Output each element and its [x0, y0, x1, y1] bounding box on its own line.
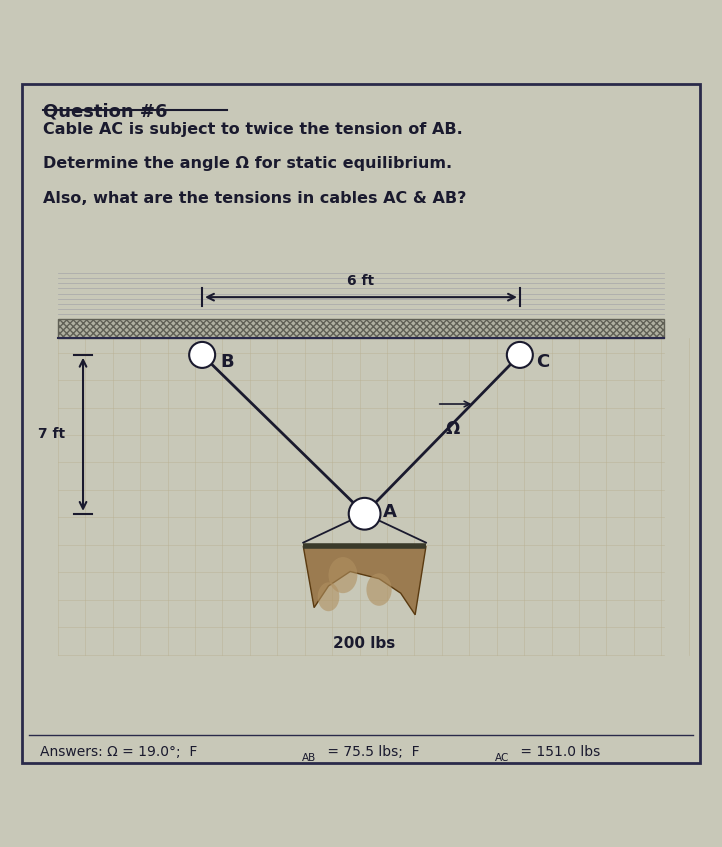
Text: 6 ft: 6 ft — [347, 274, 375, 288]
Text: 200 lbs: 200 lbs — [334, 636, 396, 651]
Text: Determine the angle Ω for static equilibrium.: Determine the angle Ω for static equilib… — [43, 157, 453, 171]
Text: Also, what are the tensions in cables AC & AB?: Also, what are the tensions in cables AC… — [43, 191, 466, 206]
Text: AB: AB — [302, 753, 316, 763]
Text: B: B — [220, 353, 234, 372]
FancyBboxPatch shape — [58, 318, 664, 338]
Text: C: C — [536, 353, 549, 372]
Text: A: A — [383, 503, 397, 521]
Circle shape — [189, 342, 215, 368]
Ellipse shape — [366, 573, 391, 606]
Text: Answers: Ω = 19.0°;  F: Answers: Ω = 19.0°; F — [40, 745, 197, 759]
Text: Question #6: Question #6 — [43, 102, 168, 120]
Circle shape — [507, 342, 533, 368]
Text: Ω: Ω — [445, 420, 460, 438]
Text: = 151.0 lbs: = 151.0 lbs — [516, 745, 601, 759]
Text: Cable AC is subject to twice the tension of AB.: Cable AC is subject to twice the tension… — [43, 122, 463, 136]
Text: = 75.5 lbs;  F: = 75.5 lbs; F — [323, 745, 420, 759]
Circle shape — [349, 498, 380, 529]
Ellipse shape — [318, 583, 339, 612]
Polygon shape — [303, 546, 426, 615]
Text: AC: AC — [495, 753, 509, 763]
Text: 7 ft: 7 ft — [38, 428, 65, 441]
Ellipse shape — [329, 557, 357, 593]
